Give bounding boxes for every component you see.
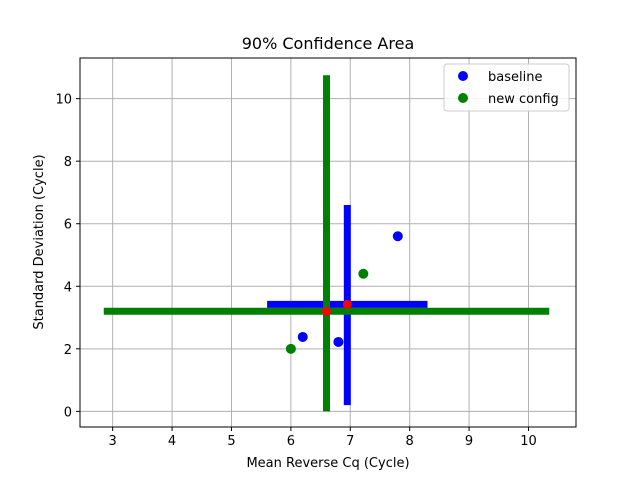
plot-area-frame [79, 57, 577, 428]
chart-title: 90% Confidence Area [242, 34, 415, 53]
baseline-point [392, 231, 403, 242]
y-tick-label: 4 [64, 280, 72, 295]
legend-box [443, 63, 570, 112]
x-tick-label: 3 [109, 434, 117, 449]
legend-label-baseline: baseline [488, 70, 542, 85]
new-config-center-marker [322, 306, 332, 316]
y-tick-label: 6 [64, 218, 72, 233]
legend-label-new-config: new config [488, 92, 559, 107]
x-tick-label: 5 [227, 434, 235, 449]
baseline-point [297, 331, 308, 342]
baseline-point [333, 336, 344, 347]
y-tick-label: 0 [64, 405, 72, 420]
x-tick-label: 10 [520, 434, 537, 449]
axis-ticks: 3 4 5 6 7 8 9 10 0 2 4 6 8 10 [55, 93, 536, 449]
x-tick-label: 4 [168, 434, 176, 449]
data-points [285, 231, 403, 354]
y-tick-label: 2 [64, 343, 72, 358]
legend-marker-new-config [458, 93, 468, 103]
y-tick-label: 8 [64, 155, 72, 170]
x-tick-label: 9 [465, 434, 473, 449]
y-axis-label: Standard Deviation (Cycle) [32, 154, 47, 329]
x-tick-label: 6 [287, 434, 295, 449]
legend: baseline new config [443, 63, 570, 112]
new-config-point [358, 268, 369, 279]
baseline-center-marker [342, 299, 352, 309]
x-tick-label: 7 [346, 434, 354, 449]
center-markers [322, 299, 352, 316]
legend-marker-baseline [458, 71, 468, 81]
x-tick-label: 8 [406, 434, 414, 449]
y-tick-label: 10 [55, 93, 72, 108]
new-config-point [285, 343, 296, 354]
x-axis-label: Mean Reverse Cq (Cycle) [246, 456, 409, 471]
